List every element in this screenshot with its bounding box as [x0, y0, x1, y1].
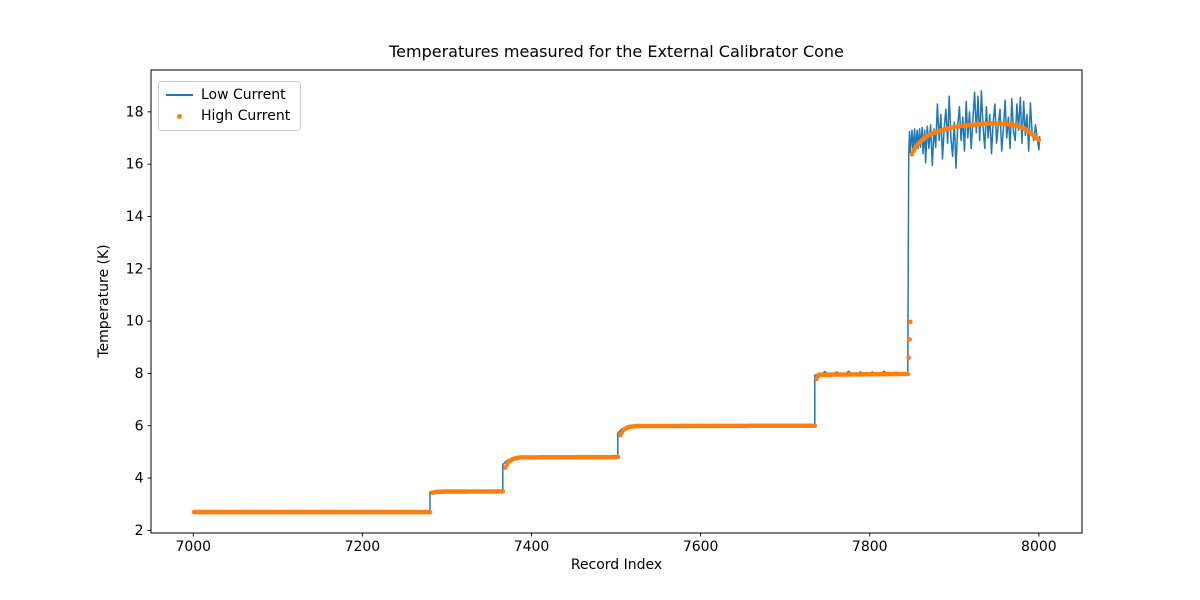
high-current-marker: [906, 355, 911, 361]
high-current-dot-icon: [177, 113, 182, 119]
x-tick-label: 7600: [683, 539, 719, 555]
legend-entry-high-current: High Current: [166, 107, 290, 125]
series-high-current: [191, 121, 1042, 515]
low-current-line-icon: [166, 94, 193, 96]
y-axis-label: Temperature (K): [96, 244, 112, 358]
y-tick-label: 12: [126, 261, 144, 277]
y-tick-label: 10: [126, 314, 144, 330]
axes-frame: [150, 69, 1083, 534]
legend: Low Current High Current: [158, 81, 302, 131]
y-tick-label: 14: [126, 209, 144, 225]
legend-label-low-current: Low Current: [201, 87, 286, 103]
high-current-marker: [905, 371, 911, 377]
y-tick-label: 2: [135, 523, 144, 539]
x-tick-label: 7200: [345, 539, 381, 555]
x-tick-label: 7000: [175, 539, 211, 555]
high-current-marker: [500, 489, 506, 494]
high-current-marker: [812, 423, 818, 429]
y-tick-label: 4: [135, 471, 144, 487]
y-tick-label: 8: [135, 366, 144, 382]
high-current-marker: [909, 151, 915, 157]
x-tick-label: 7400: [514, 539, 550, 555]
legend-entry-low-current: Low Current: [166, 86, 290, 104]
high-current-marker: [907, 337, 912, 342]
y-tick-label: 6: [135, 418, 144, 434]
high-current-marker: [615, 454, 621, 460]
x-tick-label: 7800: [852, 539, 888, 555]
legend-dot-swatch: [166, 113, 193, 119]
y-tick-label: 16: [126, 157, 144, 173]
legend-label-high-current: High Current: [201, 108, 291, 124]
high-current-marker: [1036, 137, 1042, 143]
x-tick-label: 8000: [1021, 539, 1057, 555]
high-current-marker: [427, 509, 433, 515]
y-tick-label: 18: [126, 104, 144, 120]
legend-line-swatch: [166, 94, 193, 96]
x-axis-label: Record Index: [570, 557, 663, 573]
chart-title: Temperatures measured for the External C…: [389, 42, 844, 61]
high-current-marker: [908, 319, 913, 325]
